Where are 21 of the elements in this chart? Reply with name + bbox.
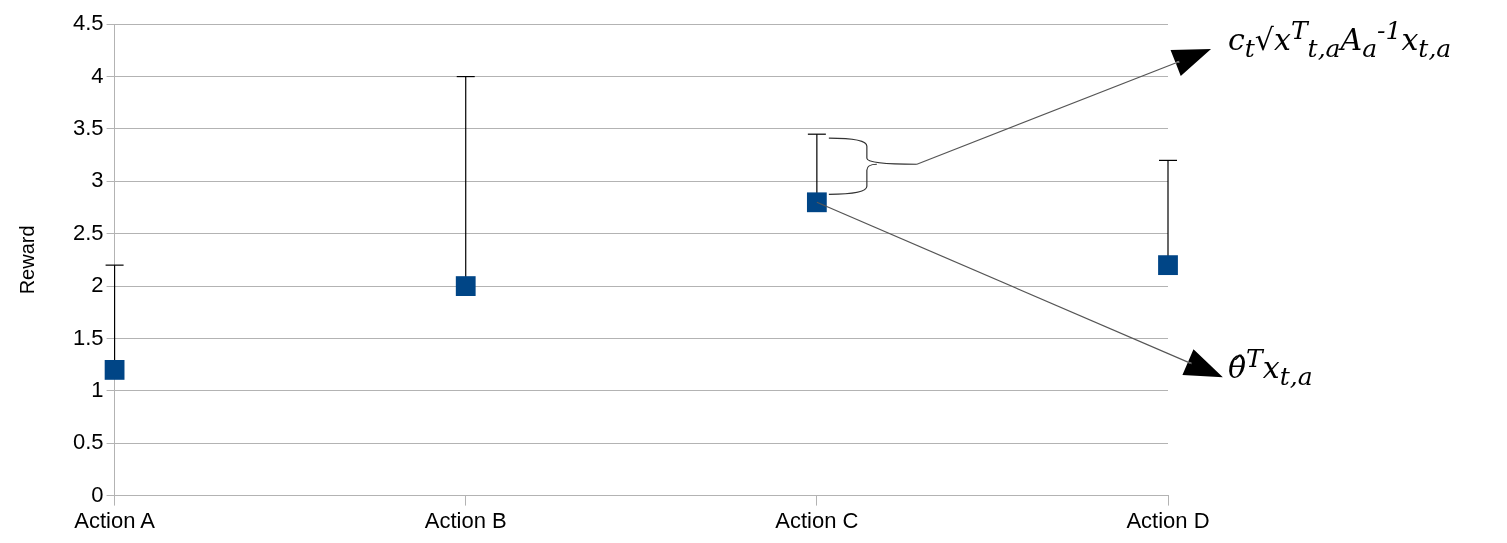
- point: [806, 192, 827, 213]
- x-tick-label: Action B: [424, 507, 507, 533]
- y-axis-title: Reward: [15, 225, 38, 295]
- y-tick-label: 0.5: [72, 429, 104, 455]
- point: [104, 359, 125, 380]
- y-tick-label: 4.5: [72, 10, 104, 36]
- x-tick-label: Action D: [1126, 507, 1210, 533]
- x-tick-label: Action C: [775, 507, 859, 533]
- y-tick-label: 0: [91, 481, 104, 507]
- y-tick-label: 2: [91, 272, 104, 298]
- y-tick-label: 1.5: [72, 324, 104, 350]
- point: [1158, 255, 1178, 276]
- x-tick-label: Action A: [74, 507, 156, 533]
- y-tick-label: 3: [91, 167, 104, 193]
- y-tick-label: 1: [91, 376, 104, 402]
- point: [455, 276, 476, 296]
- text: c$_{t}$√x$^{T}$$_{t,a}$A$_{a}$$^{-1}$x$_{t,a}$: [1228, 16, 1452, 64]
- y-tick-label: 4: [91, 62, 104, 88]
- annotation: θ̂$^{T}$x$_{t,a}$: [1228, 343, 1313, 391]
- y-tick-label: 2.5: [72, 219, 104, 245]
- y-tick-label: 3.5: [72, 115, 104, 141]
